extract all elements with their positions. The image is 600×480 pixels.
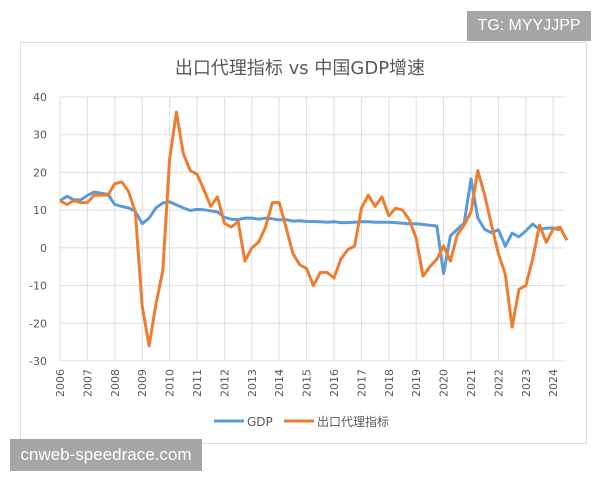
x-tick-label: 2013: [246, 369, 259, 397]
x-tick-label: 2020: [438, 369, 451, 397]
x-tick-label: 2014: [273, 369, 286, 397]
x-tick-label: 2019: [410, 369, 423, 397]
x-tick-label: 2024: [547, 369, 560, 397]
y-tick-label: 0: [40, 242, 47, 255]
x-tick-label: 2017: [355, 369, 368, 397]
y-tick-label: -20: [29, 317, 47, 330]
series-lines: [59, 110, 569, 348]
x-tick-label: 2021: [465, 369, 478, 397]
gdp-line: [59, 177, 561, 275]
watermark-site: cnweb-speedrace.com: [10, 439, 202, 471]
legend-label-export: 出口代理指标: [317, 414, 389, 429]
x-tick-label: 2007: [81, 369, 94, 397]
x-tick-label: 2006: [54, 369, 67, 397]
y-tick-label: 10: [33, 204, 47, 217]
y-tick-label: 20: [33, 166, 47, 179]
x-tick-label: 2016: [328, 369, 341, 397]
gridlines: [59, 96, 565, 362]
legend-label-gdp: GDP: [247, 415, 273, 429]
x-tick-label: 2015: [301, 369, 314, 397]
x-tick-label: 2018: [383, 369, 396, 397]
x-tick-label: 2023: [520, 369, 533, 397]
x-axis-ticks: 2006 2007 2008 2009 2010 2011 2012 2013 2014 2015…: [54, 369, 560, 397]
y-axis-ticks: 40 30 20 10 0 -10 -20 -30: [29, 91, 47, 368]
y-tick-label: -10: [29, 280, 47, 293]
y-tick-label: 40: [33, 91, 47, 104]
y-tick-label: -30: [29, 355, 47, 368]
y-tick-label: 30: [33, 129, 47, 142]
x-tick-label: 2009: [136, 369, 149, 397]
x-tick-label: 2022: [492, 369, 505, 397]
x-tick-label: 2010: [164, 369, 177, 397]
x-tick-label: 2011: [191, 369, 204, 397]
legend: GDP 出口代理指标: [214, 414, 389, 429]
x-tick-label: 2008: [109, 369, 122, 397]
chart-title: 出口代理指标 vs 中国GDP增速: [175, 58, 425, 79]
x-tick-label: 2012: [218, 369, 231, 397]
export-proxy-line: [59, 110, 569, 348]
watermark-tg: TG: MYYJJPP: [467, 11, 591, 41]
